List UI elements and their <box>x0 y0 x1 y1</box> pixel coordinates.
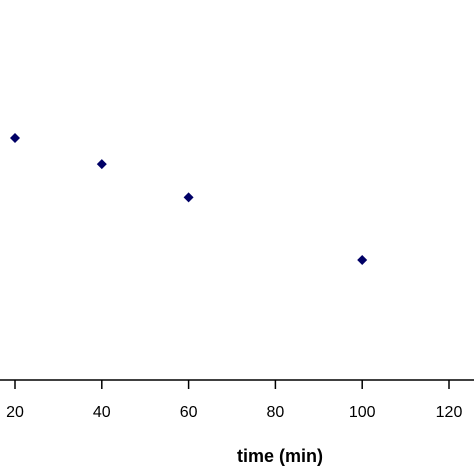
x-tick-label-60: 60 <box>180 404 198 421</box>
x-tick-label-80: 80 <box>267 404 285 421</box>
data-point-60 <box>183 192 194 203</box>
x-axis-ticks <box>14 380 450 389</box>
data-point-40 <box>96 159 107 170</box>
data-point-100 <box>357 255 368 265</box>
data-points <box>10 133 368 265</box>
x-tick-label-100: 100 <box>349 404 376 421</box>
x-axis-tick-labels: 20 40 60 80 100 120 <box>6 404 462 421</box>
x-tick-label-20: 20 <box>6 404 24 421</box>
data-point-20 <box>10 133 20 143</box>
x-tick-label-40: 40 <box>93 404 111 421</box>
x-axis-title: time (min) <box>237 446 323 466</box>
x-tick-label-120: 120 <box>436 404 463 421</box>
